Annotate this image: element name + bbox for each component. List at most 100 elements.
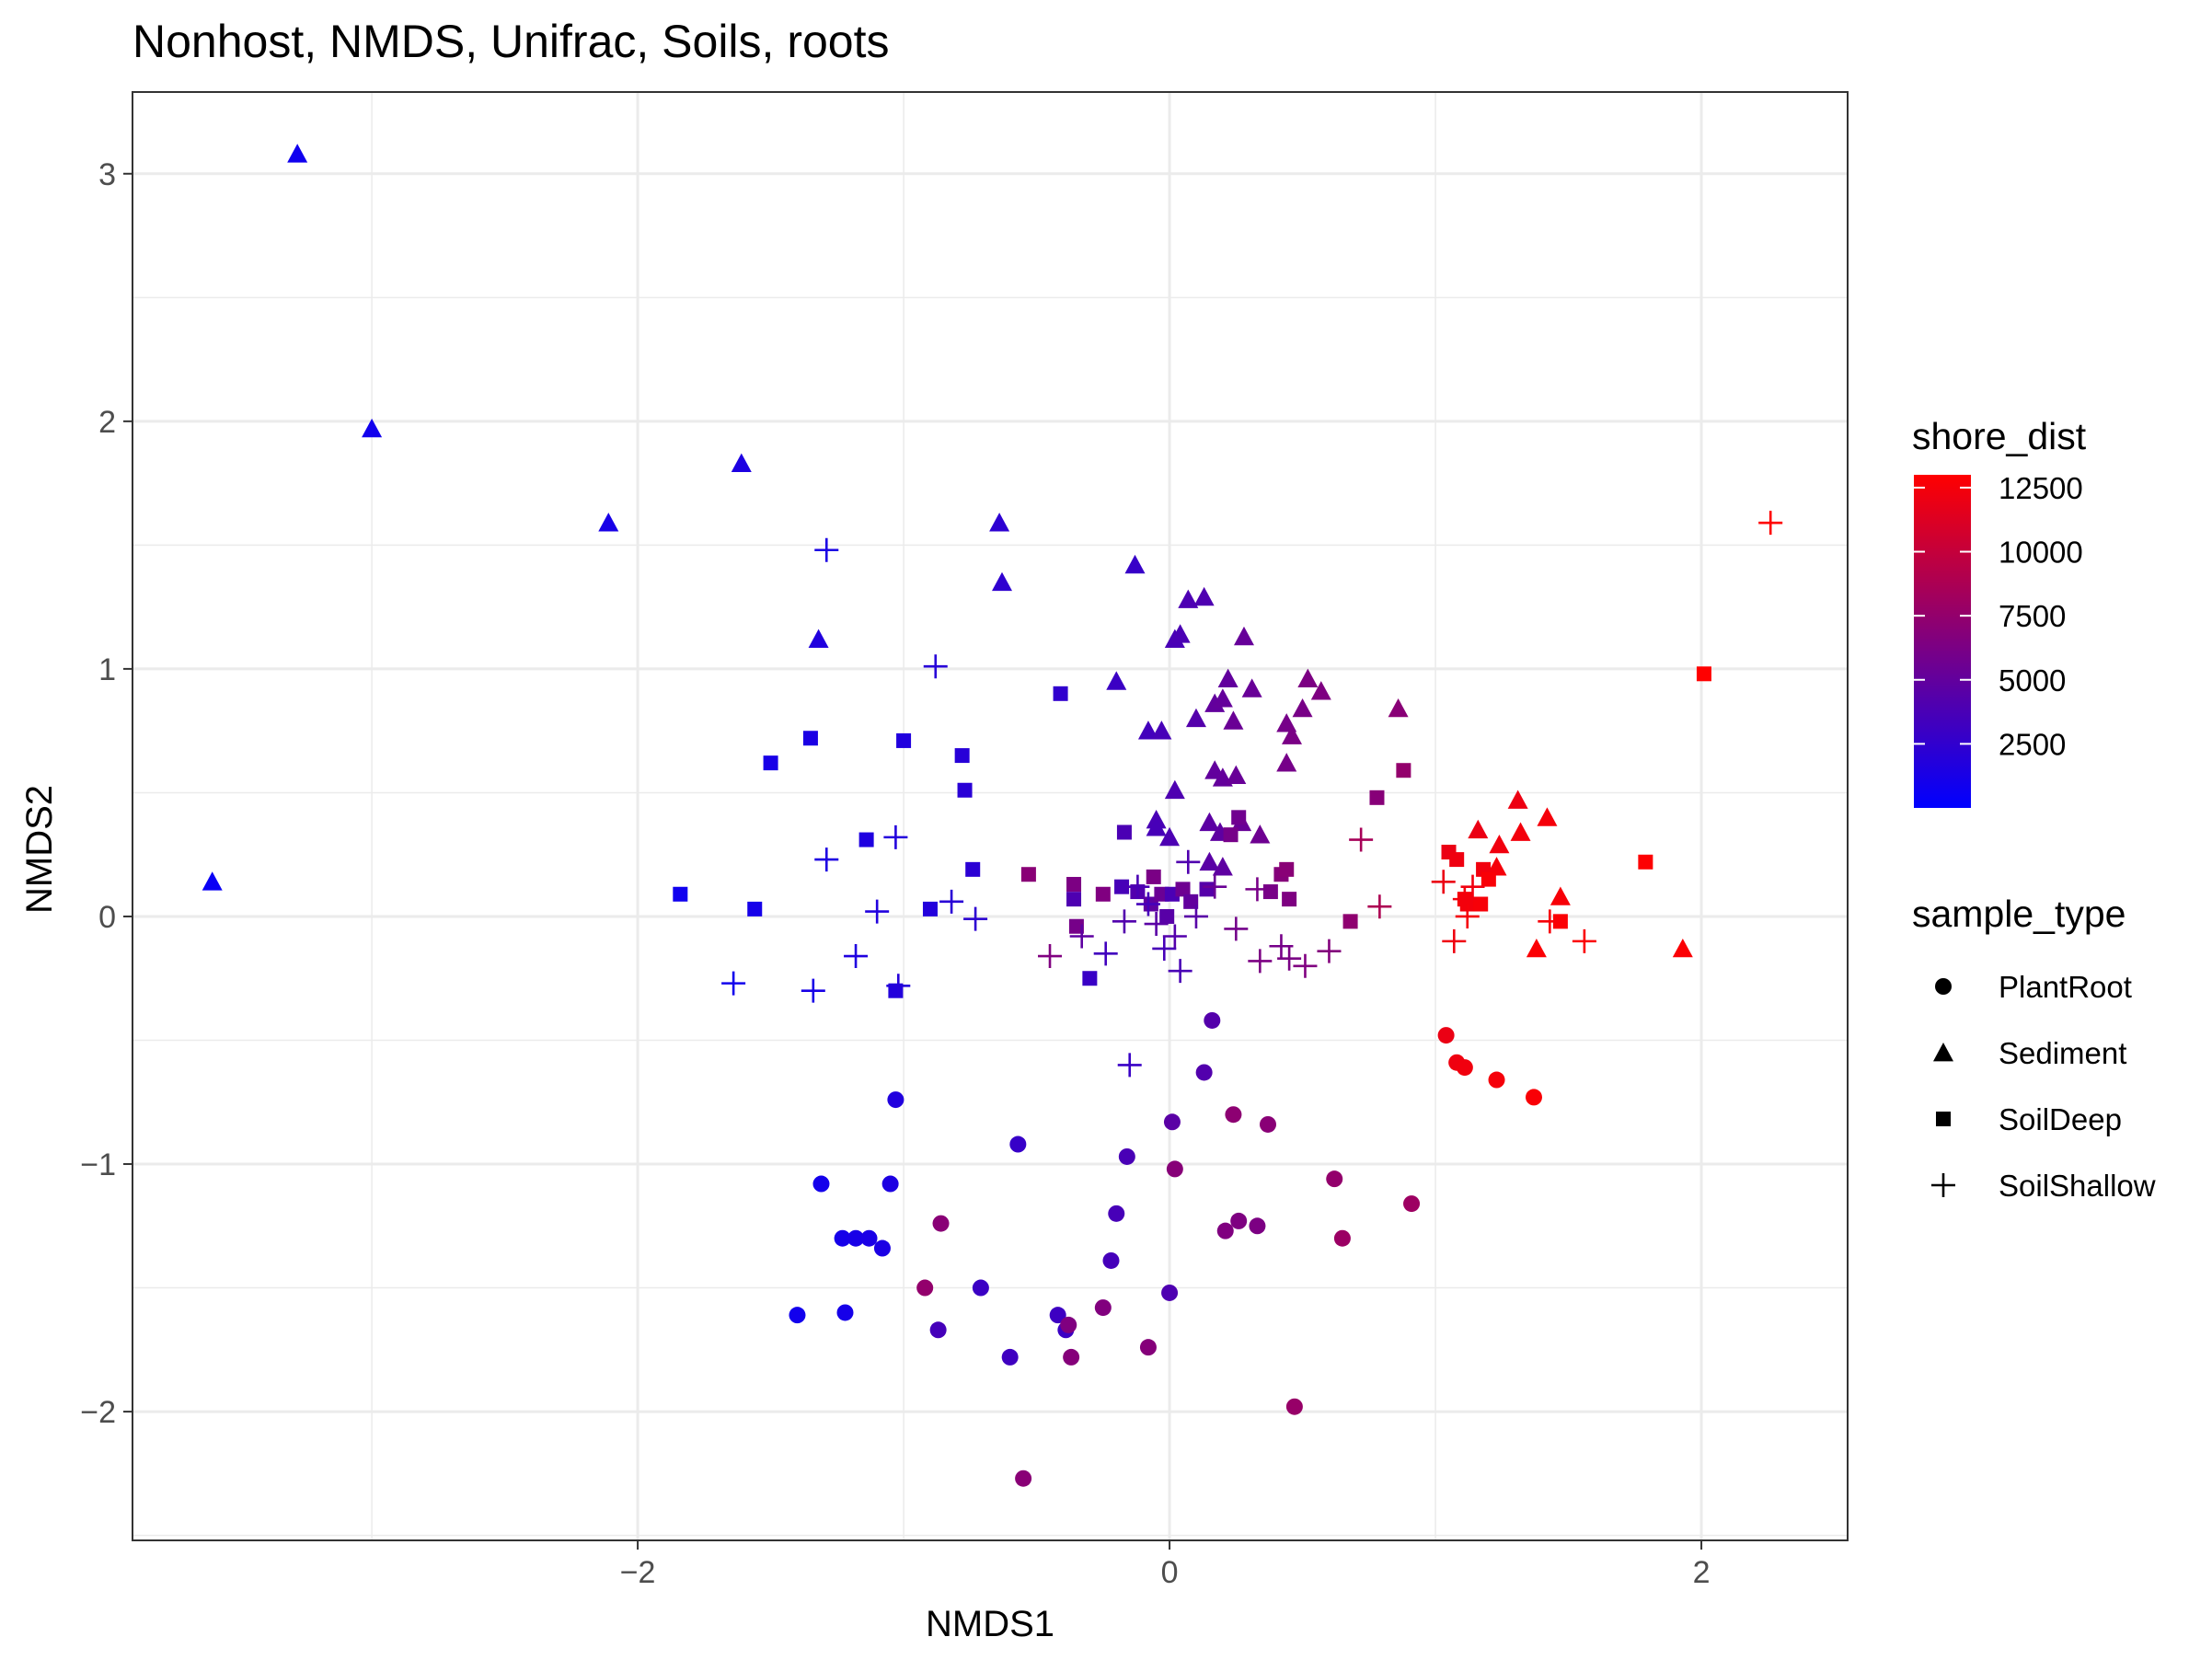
data-point-soilshallow bbox=[1293, 953, 1318, 978]
data-point-sediment bbox=[989, 513, 1010, 532]
data-point-plantroot bbox=[1403, 1195, 1421, 1213]
y-axis-title: NMDS2 bbox=[19, 785, 60, 914]
color-legend-bar bbox=[1914, 475, 1971, 808]
data-point-soilshallow bbox=[1125, 874, 1150, 899]
data-point-soilshallow bbox=[1349, 827, 1374, 852]
data-point-sediment bbox=[1217, 668, 1238, 688]
chart-title: Nonhost, NMDS, Unifrac, Soils, roots bbox=[132, 16, 890, 67]
data-point-plantroot bbox=[1225, 1106, 1242, 1124]
panel-grid bbox=[132, 92, 1848, 1540]
data-point-soildeep bbox=[1396, 763, 1411, 778]
data-point-soildeep bbox=[1020, 867, 1036, 882]
data-point-soilshallow bbox=[883, 824, 908, 849]
data-point-sediment bbox=[1276, 753, 1297, 772]
data-point-sediment bbox=[1537, 807, 1558, 826]
y-tick-label: 0 bbox=[98, 900, 116, 935]
data-point-sediment bbox=[1241, 678, 1262, 697]
data-point-sediment bbox=[808, 628, 829, 648]
data-point-sediment bbox=[1226, 765, 1247, 784]
data-point-plantroot bbox=[1204, 1011, 1221, 1029]
color-legend-label: 2500 bbox=[1999, 727, 2066, 761]
data-point-sediment bbox=[1199, 812, 1220, 832]
legend-key-plus bbox=[1931, 1173, 1955, 1197]
data-point-sediment bbox=[1185, 708, 1206, 728]
color-legend-label: 5000 bbox=[1999, 663, 2066, 697]
data-point-soilshallow bbox=[1452, 887, 1477, 912]
data-point-soilshallow bbox=[844, 944, 869, 969]
data-point-sediment bbox=[1137, 720, 1158, 740]
x-axis-title: NMDS1 bbox=[926, 1604, 1054, 1644]
data-point-soilshallow bbox=[1245, 877, 1270, 902]
shape-legend: sample_type PlantRoot Sediment SoilDeep Soi… bbox=[1912, 893, 2156, 1203]
data-point-sediment bbox=[362, 418, 383, 438]
data-point-soildeep bbox=[957, 782, 973, 798]
legend-key-square bbox=[1936, 1112, 1951, 1126]
data-point-soildeep bbox=[1282, 892, 1297, 907]
data-point-soildeep bbox=[1342, 914, 1358, 929]
data-point-sediment bbox=[992, 571, 1013, 592]
data-point-soilshallow bbox=[939, 889, 964, 914]
data-point-soilshallow bbox=[1093, 941, 1118, 966]
color-legend-label: 7500 bbox=[1999, 599, 2066, 633]
data-point-plantroot bbox=[1063, 1348, 1080, 1366]
y-tick-label: −2 bbox=[80, 1395, 116, 1430]
data-point-sediment bbox=[1507, 790, 1528, 809]
legend-key-triangle bbox=[1933, 1043, 1953, 1062]
data-point-plantroot bbox=[847, 1229, 865, 1247]
data-point-soilshallow bbox=[1269, 934, 1294, 959]
data-point-sediment bbox=[202, 871, 223, 891]
data-point-soilshallow bbox=[1248, 949, 1273, 974]
y-tick-label: 1 bbox=[98, 652, 116, 687]
data-point-plantroot bbox=[887, 1091, 904, 1109]
data-point-plantroot bbox=[1060, 1316, 1077, 1333]
data-point-soildeep bbox=[858, 832, 874, 847]
data-point-soildeep bbox=[1095, 886, 1111, 902]
data-point-plantroot bbox=[1001, 1348, 1019, 1366]
x-tick-label: 0 bbox=[1161, 1555, 1179, 1590]
data-point-soilshallow bbox=[1317, 939, 1342, 963]
data-point-soildeep bbox=[1262, 884, 1278, 900]
data-point-plantroot bbox=[1333, 1229, 1351, 1247]
data-point-sediment bbox=[1146, 817, 1167, 836]
data-point-plantroot bbox=[916, 1279, 934, 1297]
data-point-plantroot bbox=[932, 1215, 950, 1232]
data-point-soilshallow bbox=[801, 978, 825, 1003]
data-point-soilshallow bbox=[1183, 904, 1208, 928]
data-point-soildeep bbox=[1223, 827, 1238, 843]
data-point-plantroot bbox=[1488, 1071, 1505, 1089]
data-point-soilshallow bbox=[1117, 1053, 1142, 1078]
data-point-plantroot bbox=[1259, 1115, 1276, 1133]
data-point-sediment bbox=[731, 453, 752, 472]
data-point-soilshallow bbox=[1144, 912, 1169, 937]
data-point-plantroot bbox=[1230, 1212, 1248, 1229]
data-point-plantroot bbox=[1139, 1339, 1157, 1356]
color-legend-label: 10000 bbox=[1999, 536, 2083, 570]
data-point-plantroot bbox=[1437, 1027, 1455, 1044]
data-point-soildeep bbox=[1082, 971, 1098, 986]
data-point-soilshallow bbox=[1069, 924, 1094, 949]
data-point-plantroot bbox=[836, 1304, 854, 1321]
data-point-soilshallow bbox=[1152, 936, 1177, 961]
data-point-soildeep bbox=[1638, 854, 1653, 870]
x-axis-ticks: −2 0 2 bbox=[620, 1540, 1711, 1590]
data-point-sediment bbox=[598, 513, 619, 532]
color-legend-title: shore_dist bbox=[1912, 415, 2087, 457]
data-point-soildeep bbox=[673, 886, 688, 902]
data-point-plantroot bbox=[1195, 1064, 1213, 1081]
data-point-soilshallow bbox=[1367, 894, 1392, 919]
data-point-soildeep bbox=[1066, 892, 1082, 907]
data-point-sediment bbox=[1310, 681, 1331, 700]
data-point-soilshallow bbox=[721, 971, 746, 996]
data-point-sediment bbox=[1223, 710, 1244, 730]
data-point-plantroot bbox=[873, 1239, 891, 1257]
data-point-sediment bbox=[1199, 851, 1220, 871]
panel-border bbox=[132, 91, 1849, 1541]
data-point-sediment bbox=[287, 144, 308, 163]
data-point-soildeep bbox=[1116, 824, 1132, 840]
data-point-plantroot bbox=[1525, 1089, 1542, 1106]
data-point-sediment bbox=[1169, 624, 1191, 643]
data-point-soildeep bbox=[1183, 893, 1199, 909]
data-point-plantroot bbox=[812, 1175, 830, 1193]
data-point-plantroot bbox=[1102, 1251, 1120, 1269]
y-tick-label: 3 bbox=[98, 157, 116, 192]
